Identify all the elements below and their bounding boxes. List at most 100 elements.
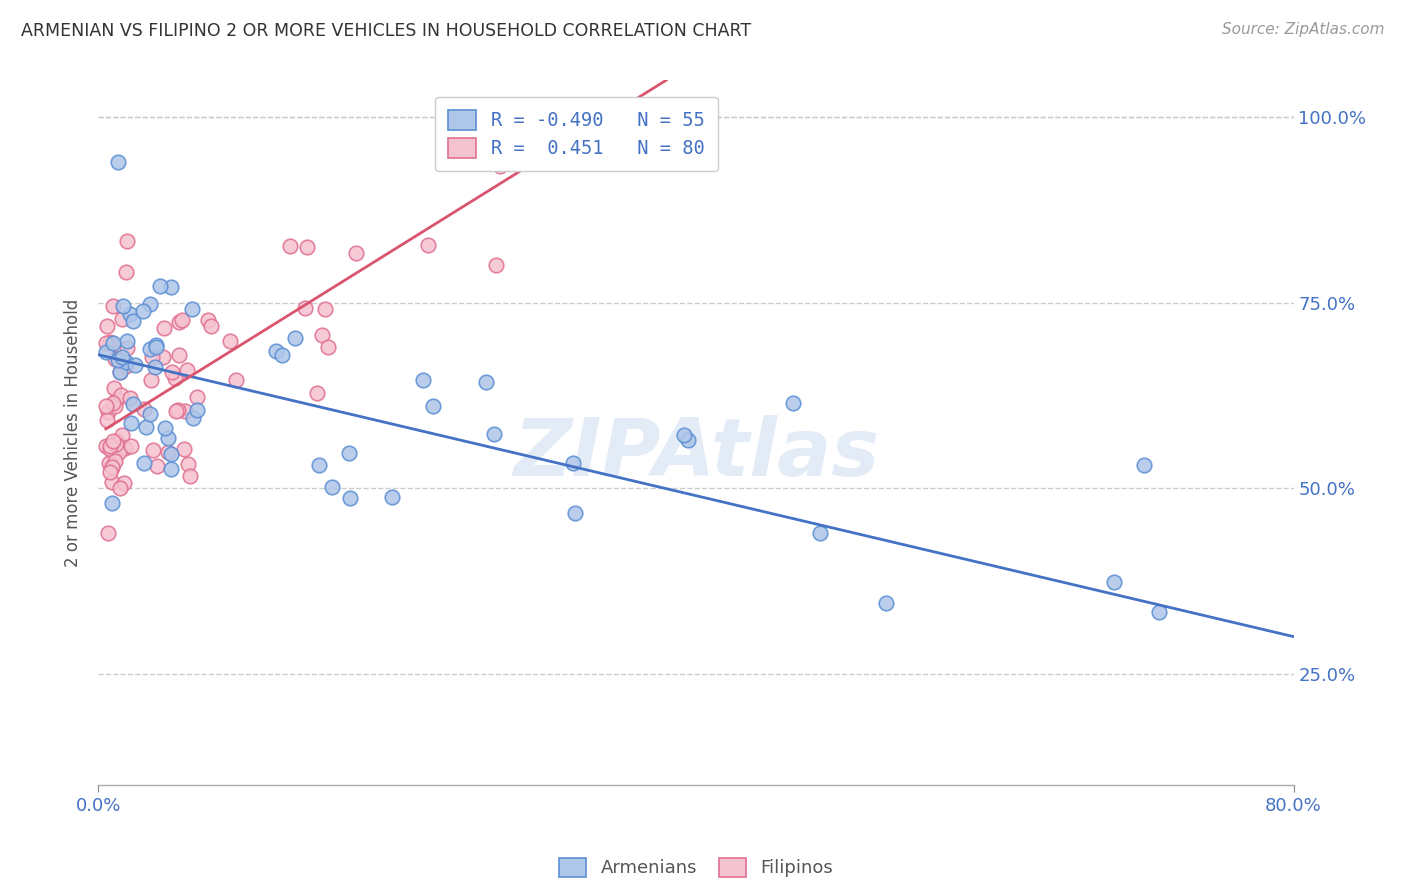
Point (305, 385, 328, 400)
Point (96, 345, 118, 359)
Point (104, 453, 127, 467)
Point (141, 351, 163, 365)
Point (284, 331, 307, 345)
Point (475, 376, 498, 390)
Point (181, 302, 204, 317)
Point (107, 392, 129, 406)
Point (96, 319, 118, 334)
Point (159, 447, 181, 461)
Point (157, 444, 180, 458)
Point (108, 365, 131, 379)
Point (337, 446, 360, 460)
Point (169, 315, 191, 329)
Point (170, 312, 193, 326)
Point (103, 434, 125, 448)
Point (470, 111, 492, 125)
Point (160, 365, 183, 379)
Point (110, 439, 132, 453)
Point (111, 428, 134, 442)
Point (278, 238, 301, 252)
Point (1147, 605, 1170, 619)
Point (132, 402, 155, 417)
Point (121, 397, 143, 411)
Point (115, 334, 138, 348)
Point (186, 402, 208, 417)
Point (159, 462, 181, 476)
Point (142, 442, 165, 457)
Point (485, 258, 508, 272)
Point (311, 328, 333, 343)
Point (179, 469, 201, 483)
Point (295, 240, 318, 254)
Point (564, 506, 586, 520)
Point (104, 399, 127, 413)
Point (145, 337, 167, 351)
Point (159, 279, 181, 293)
Point (120, 416, 142, 430)
Point (271, 348, 294, 362)
Point (94, 336, 117, 351)
Point (94, 400, 117, 414)
Point (101, 459, 124, 474)
Point (115, 341, 138, 355)
Point (139, 408, 162, 422)
Point (321, 479, 343, 493)
Point (339, 491, 361, 505)
Point (197, 313, 219, 327)
Point (157, 431, 180, 445)
Point (114, 441, 136, 455)
Point (200, 319, 222, 334)
Point (122, 313, 145, 327)
Point (118, 391, 141, 405)
Y-axis label: 2 or more Vehicles in Household: 2 or more Vehicles in Household (63, 299, 82, 566)
Point (132, 456, 155, 470)
Point (111, 312, 134, 326)
Point (111, 350, 134, 364)
Point (145, 341, 167, 355)
Point (381, 490, 404, 504)
Point (139, 296, 162, 310)
Point (98, 335, 121, 350)
Point (112, 299, 135, 313)
Point (104, 352, 127, 367)
Point (115, 234, 138, 248)
Point (808, 526, 831, 541)
Point (97, 526, 120, 541)
Point (176, 363, 198, 377)
Point (169, 348, 191, 362)
Point (294, 301, 316, 315)
Point (105, 351, 128, 365)
Point (103, 396, 125, 410)
Point (484, 427, 506, 442)
Point (110, 388, 132, 402)
Point (344, 245, 367, 260)
Point (139, 342, 162, 356)
Point (163, 371, 186, 385)
Point (107, 353, 129, 368)
Legend: R = -0.490   N = 55, R =  0.451   N = 80: R = -0.490 N = 55, R = 0.451 N = 80 (434, 96, 718, 171)
Point (416, 238, 439, 252)
Point (149, 278, 172, 293)
Point (143, 359, 166, 374)
Point (316, 340, 339, 354)
Point (562, 457, 585, 471)
Point (101, 475, 124, 489)
Point (101, 335, 124, 350)
Text: Source: ZipAtlas.com: Source: ZipAtlas.com (1222, 22, 1385, 37)
Point (225, 373, 247, 387)
Point (96, 413, 118, 427)
Point (412, 373, 434, 387)
Text: ZIPAtlas: ZIPAtlas (513, 415, 879, 492)
Point (96, 438, 118, 452)
Point (96, 404, 118, 418)
Point (101, 459, 124, 474)
Point (101, 299, 124, 313)
Point (98, 466, 121, 480)
Point (152, 350, 174, 364)
Point (103, 381, 125, 395)
Point (135, 420, 157, 434)
Point (422, 400, 444, 414)
Point (108, 366, 131, 380)
Point (875, 597, 897, 611)
Point (1133, 458, 1156, 472)
